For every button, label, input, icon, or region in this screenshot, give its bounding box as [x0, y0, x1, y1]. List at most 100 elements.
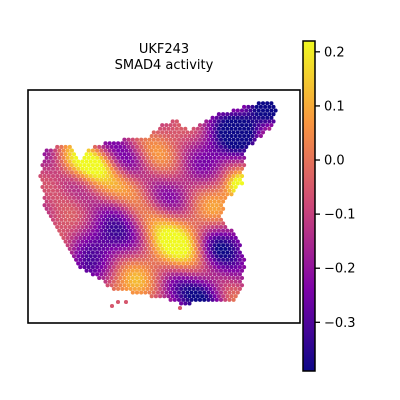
- spot: [176, 195, 182, 200]
- spot: [113, 152, 119, 157]
- spot: [263, 104, 268, 109]
- spot: [99, 235, 104, 241]
- spot: [216, 279, 221, 284]
- spot: [223, 181, 228, 186]
- spot: [170, 243, 175, 248]
- spot: [227, 174, 232, 179]
- spot: [181, 195, 186, 200]
- spot: [141, 141, 146, 146]
- spot: [208, 228, 213, 233]
- spot: [132, 163, 137, 168]
- spot: [105, 217, 110, 222]
- spot: [225, 119, 230, 124]
- spot: [149, 257, 154, 262]
- spot: [176, 188, 182, 193]
- spot: [195, 214, 200, 219]
- spot: [258, 112, 263, 117]
- spot: [132, 155, 137, 160]
- spot: [67, 188, 72, 193]
- spot: [246, 104, 251, 109]
- spot: [155, 283, 161, 288]
- spot: [101, 254, 106, 259]
- spot: [214, 210, 219, 215]
- spot: [92, 166, 98, 171]
- spot: [86, 192, 91, 197]
- spot: [139, 203, 144, 208]
- spot: [80, 246, 85, 251]
- spot: [92, 181, 98, 186]
- spot: [155, 224, 161, 230]
- spot: [57, 163, 62, 168]
- spot: [244, 130, 249, 135]
- spot: [187, 148, 192, 153]
- spot: [44, 148, 49, 153]
- spot: [174, 163, 179, 168]
- spot: [168, 254, 173, 259]
- spot: [235, 290, 240, 295]
- spot: [164, 268, 169, 273]
- spot: [181, 144, 186, 150]
- spot: [185, 224, 190, 230]
- spot: [164, 188, 169, 193]
- spot: [170, 250, 175, 255]
- spot: [202, 217, 207, 222]
- spot: [97, 195, 102, 200]
- spot: [172, 195, 177, 200]
- spot: [162, 243, 167, 248]
- spot: [107, 163, 112, 168]
- spot: [214, 290, 219, 295]
- spot: [128, 170, 133, 175]
- spot: [162, 250, 167, 255]
- spot: [164, 261, 169, 266]
- spot: [76, 246, 81, 251]
- spot: [223, 297, 228, 302]
- spot: [233, 235, 238, 241]
- spot: [227, 166, 232, 171]
- spot: [109, 152, 114, 157]
- spot: [74, 257, 79, 262]
- spot: [210, 195, 215, 200]
- spot: [113, 210, 119, 215]
- spot: [103, 250, 108, 255]
- spot: [212, 141, 217, 146]
- spot: [103, 141, 108, 146]
- spot: [113, 203, 119, 208]
- spot: [103, 155, 108, 160]
- spot: [197, 232, 203, 237]
- spot: [122, 275, 127, 281]
- colorbar-tick-label: −0.2: [324, 262, 356, 277]
- spot: [57, 177, 62, 182]
- spot: [202, 239, 207, 244]
- spot: [252, 130, 257, 135]
- spot: [239, 275, 245, 281]
- spot: [176, 159, 182, 164]
- spot: [204, 155, 209, 160]
- spot: [231, 166, 236, 171]
- spot: [244, 115, 249, 120]
- spot: [181, 159, 186, 164]
- spot: [155, 275, 161, 281]
- spot: [172, 232, 177, 237]
- spot: [120, 279, 125, 284]
- spot: [168, 166, 173, 171]
- spot: [229, 228, 234, 233]
- spot: [55, 181, 60, 186]
- spot: [187, 279, 192, 284]
- spot: [204, 272, 209, 277]
- spot: [195, 177, 200, 182]
- spot: [128, 214, 133, 219]
- spot: [153, 235, 158, 241]
- spot: [134, 275, 140, 281]
- spot: [229, 257, 234, 262]
- spot: [65, 221, 70, 226]
- spot: [181, 188, 186, 193]
- spot: [208, 163, 213, 168]
- spot: [166, 221, 171, 226]
- spot: [124, 199, 129, 204]
- spot: [229, 184, 234, 190]
- spot: [254, 126, 259, 131]
- spot: [48, 199, 53, 204]
- spot: [155, 246, 161, 251]
- spot: [166, 192, 171, 197]
- spot: [202, 188, 207, 193]
